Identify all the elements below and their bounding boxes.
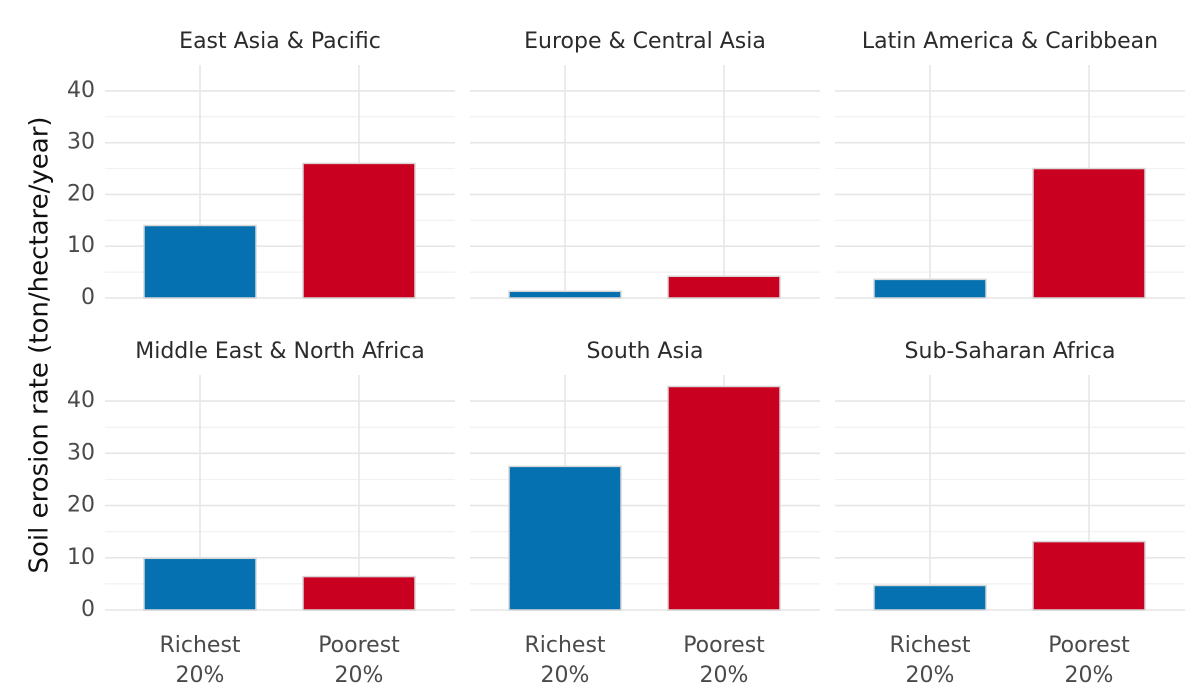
y-tick-label: 10 <box>67 233 95 258</box>
y-tick-label: 40 <box>67 78 95 103</box>
x-tick-label-poorest-20: Poorest <box>318 633 400 658</box>
bar-middle-east-and-north-africa-poorest-20 <box>302 575 416 611</box>
x-tick-label-richest-20: Richest <box>524 633 605 658</box>
x-tick-label-richest-20: 20% <box>176 663 225 688</box>
x-tick-label-poorest-20: Poorest <box>1048 633 1130 658</box>
bar-latin-america-and-caribbean-poorest-20 <box>1032 167 1146 299</box>
y-tick-label: 10 <box>67 545 95 570</box>
x-tick-label-poorest-20: 20% <box>1065 663 1114 688</box>
bar-sub-saharan-africa-poorest-20 <box>1032 540 1146 611</box>
x-tick-label-richest-20: Richest <box>159 633 240 658</box>
y-tick-label: 20 <box>67 493 95 518</box>
bar-east-asia-and-pacific-poorest-20 <box>302 162 416 299</box>
x-tick-label-richest-20: 20% <box>906 663 955 688</box>
x-tick-label-richest-20: Richest <box>889 633 970 658</box>
y-tick-label: 0 <box>81 285 95 310</box>
x-tick-label-poorest-20: 20% <box>335 663 384 688</box>
x-tick-label-poorest-20: Poorest <box>683 633 765 658</box>
facet-title-south-asia: South Asia <box>586 339 703 364</box>
facet-title-sub-saharan-africa: Sub-Saharan Africa <box>905 339 1116 364</box>
x-tick-label-richest-20: 20% <box>541 663 590 688</box>
y-axis-label: Soil erosion rate (ton/hectare/year) <box>25 116 55 573</box>
facet-title-middle-east-and-north-africa: Middle East & North Africa <box>135 339 425 364</box>
bar-south-asia-poorest-20 <box>667 385 781 611</box>
y-tick-label: 0 <box>81 597 95 622</box>
bar-sub-saharan-africa-richest-20 <box>873 584 987 611</box>
y-tick-label: 30 <box>67 440 95 465</box>
facet-title-latin-america-and-caribbean: Latin America & Caribbean <box>862 29 1158 54</box>
x-tick-label-poorest-20: 20% <box>700 663 749 688</box>
bar-south-asia-richest-20 <box>508 465 622 611</box>
bar-europe-and-central-asia-poorest-20 <box>667 275 781 299</box>
bar-europe-and-central-asia-richest-20 <box>508 290 622 299</box>
y-tick-label: 20 <box>67 181 95 206</box>
bar-latin-america-and-caribbean-richest-20 <box>873 278 987 299</box>
y-tick-label: 30 <box>67 130 95 155</box>
bar-east-asia-and-pacific-richest-20 <box>143 224 257 299</box>
bar-middle-east-and-north-africa-richest-20 <box>143 557 257 611</box>
facet-title-europe-and-central-asia: Europe & Central Asia <box>524 29 766 54</box>
y-tick-label: 40 <box>67 388 95 413</box>
facet-title-east-asia-and-pacific: East Asia & Pacific <box>179 29 381 54</box>
